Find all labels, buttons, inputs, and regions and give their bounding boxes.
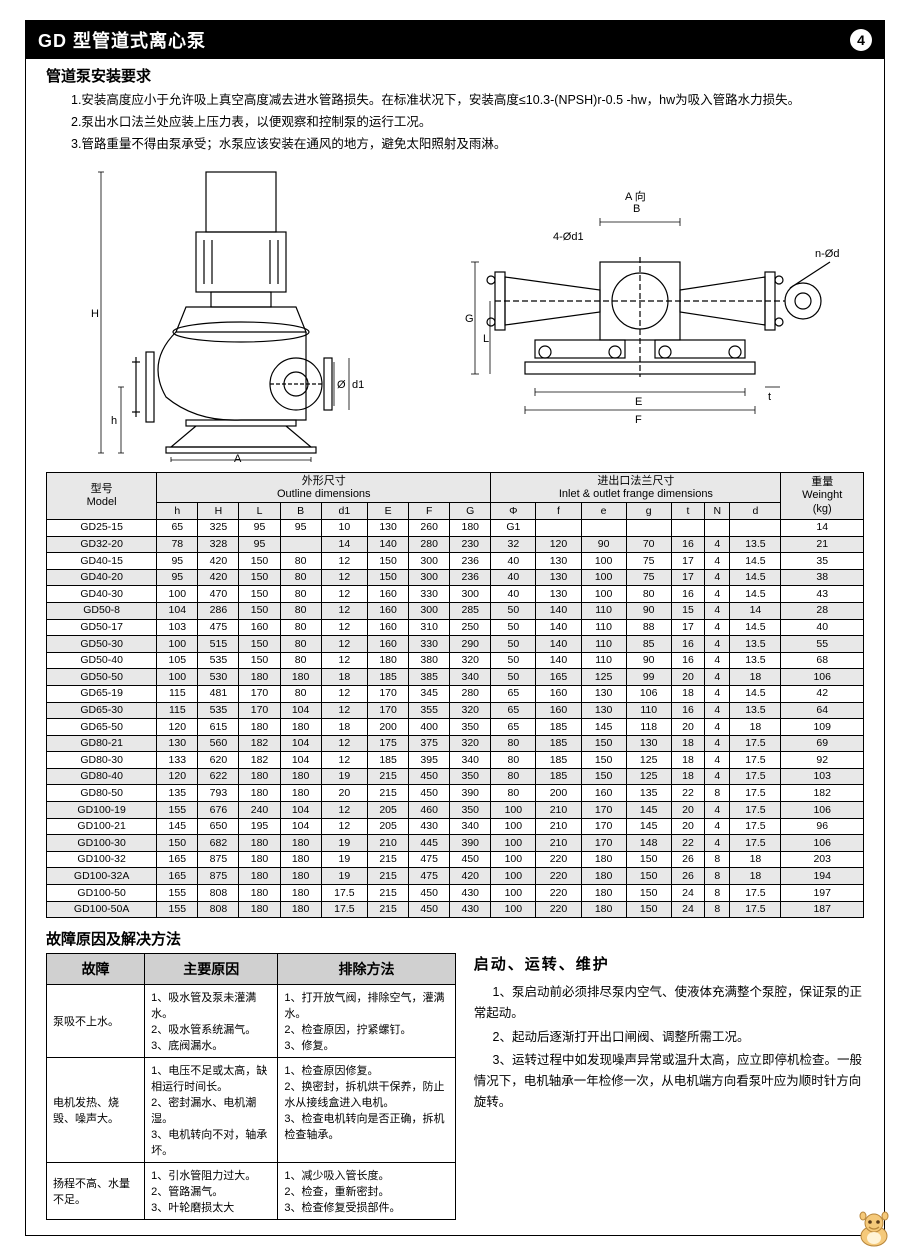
th-Φ: Φ — [491, 503, 536, 520]
spec-row: GD50-17103475160801216031025050140110881… — [47, 619, 864, 636]
svg-text:d1: d1 — [352, 379, 364, 391]
install-title: 管道泵安装要求 — [46, 65, 884, 86]
spec-row: GD80-40120622180180192154503508018515012… — [47, 768, 864, 785]
maint-title: 启动、运转、维护 — [474, 953, 864, 974]
install-p3: 3.管路重量不得由泵承受；水泵应该安装在通风的地方，避免太阳照射及雨淋。 — [46, 134, 864, 154]
spec-row: GD25-1565325959510130260180G114 — [47, 519, 864, 536]
spec-row: GD100-1915567624010412205460350100210170… — [47, 802, 864, 819]
svg-text:H: H — [91, 308, 99, 320]
th-e: e — [581, 503, 626, 520]
fault-row: 电机发热、烧毁、噪声大。1、电压不足或太高，缺相运行时间长。 2、密封漏水、电机… — [47, 1058, 456, 1163]
mascot-icon — [853, 1208, 895, 1250]
fault-table: 故障 主要原因 排除方法 泵吸不上水。1、吸水管及泵未灌满水。 2、吸水管系统漏… — [46, 953, 456, 1220]
fault-row: 扬程不高、水量不足。1、引水管阻力过大。 2、管路漏气。 3、叶轮磨损太大1、减… — [47, 1163, 456, 1220]
spec-row: GD65-19115481170801217034528065160130106… — [47, 685, 864, 702]
spec-row: GD50-81042861508012160300285501401109015… — [47, 602, 864, 619]
svg-text:n-Ød: n-Ød — [815, 248, 839, 260]
spec-row: GD65-30115535170104121703553206516013011… — [47, 702, 864, 719]
th-outline: 外形尺寸 Outline dimensions — [157, 473, 491, 503]
fault-h1: 主要原因 — [145, 954, 278, 985]
th-E: E — [368, 503, 409, 520]
svg-text:h: h — [111, 415, 117, 427]
th-weight: 重量 Weinght (kg) — [781, 473, 864, 520]
spec-row: GD50-30100515150801216033029050140110851… — [47, 636, 864, 653]
th-H: H — [198, 503, 239, 520]
spec-row: GD50-40105535150801218038032050140110901… — [47, 652, 864, 669]
spec-row: GD100-2114565019510412205430340100210170… — [47, 818, 864, 835]
svg-text:E: E — [635, 396, 642, 408]
spec-row: GD40-30100470150801216033030040130100801… — [47, 586, 864, 603]
th-flange: 进出口法兰尺寸 Inlet & outlet frange dimensions — [491, 473, 781, 503]
fault-title: 故障原因及解决方法 — [46, 928, 884, 949]
spec-row: GD100-50A15580818018017.5215450430100220… — [47, 901, 864, 918]
th-G: G — [450, 503, 491, 520]
svg-text:4-Ød1: 4-Ød1 — [553, 231, 584, 243]
svg-text:G: G — [465, 313, 474, 325]
th-N: N — [705, 503, 730, 520]
maint-p2: 2、起动后逐渐打开出口闸阀、调整所需工况。 — [474, 1027, 864, 1048]
spec-row: GD40-20954201508012150300236401301007517… — [47, 569, 864, 586]
spec-table: 型号 Model 外形尺寸 Outline dimensions 进出口法兰尺寸… — [46, 472, 864, 918]
maint-p1: 1、泵启动前必须排尽泵内空气、使液体充满整个泵腔，保证泵的正常起动。 — [474, 982, 864, 1025]
svg-text:L: L — [483, 333, 489, 345]
fault-h2: 排除方法 — [278, 954, 455, 985]
fault-row: 泵吸不上水。1、吸水管及泵未灌满水。 2、吸水管系统漏气。 3、底阀漏水。1、打… — [47, 985, 456, 1058]
spec-row: GD100-5015580818018017.52154504301002201… — [47, 885, 864, 902]
install-p1: 1.安装高度应小于允许吸上真空高度减去进水管路损失。在标准状况下，安装高度≤10… — [46, 90, 864, 110]
th-g: g — [626, 503, 671, 520]
th-d: d — [730, 503, 781, 520]
svg-text:Ø: Ø — [337, 379, 346, 391]
spec-row: GD50-50100530180180181853853405016512599… — [47, 669, 864, 686]
spec-row: GD80-50135793180180202154503908020016013… — [47, 785, 864, 802]
spec-row: GD65-50120615180180182004003506518514511… — [47, 719, 864, 736]
spec-row: GD80-21130560182104121753753208018515013… — [47, 735, 864, 752]
th-B: B — [280, 503, 321, 520]
spec-row: GD80-30133620182104121853953408018515012… — [47, 752, 864, 769]
install-p2: 2.泵出水口法兰处应装上压力表，以便观察和控制泵的运行工况。 — [46, 112, 864, 132]
diagram-row: H h A Ø d1 — [46, 162, 864, 462]
spec-row: GD40-15954201508012150300236401301007517… — [47, 553, 864, 570]
th-f: f — [536, 503, 581, 520]
spec-row: GD100-3216587518018019215475450100220180… — [47, 851, 864, 868]
spec-row: GD100-32A1658751801801921547542010022018… — [47, 868, 864, 885]
svg-text:F: F — [635, 414, 642, 426]
th-F: F — [409, 503, 450, 520]
diagram-left: H h A Ø d1 — [56, 162, 416, 462]
page-number: 4 — [850, 29, 872, 51]
svg-text:B: B — [633, 203, 640, 215]
th-h: h — [157, 503, 198, 520]
th-d1: d1 — [321, 503, 367, 520]
header-title: GD 型管道式离心泵 — [38, 27, 206, 53]
svg-text:A 向: A 向 — [625, 189, 646, 203]
spec-row: GD100-3015068218018019210445390100210170… — [47, 835, 864, 852]
th-L: L — [239, 503, 280, 520]
fault-h0: 故障 — [47, 954, 145, 985]
th-model: 型号 Model — [47, 473, 157, 520]
diagram-right: B A 向 4-Ød1 n-Ød G L E F t — [435, 162, 855, 462]
page-header: GD 型管道式离心泵 4 — [26, 21, 884, 59]
svg-text:A: A — [234, 453, 242, 462]
maint-p3: 3、运转过程中如发现噪声异常或温升太高，应立即停机检查。一般情况下，电机轴承一年… — [474, 1050, 864, 1114]
th-t: t — [671, 503, 704, 520]
svg-text:t: t — [768, 391, 771, 403]
spec-row: GD32-2078328951414028023032120907016413.… — [47, 536, 864, 553]
